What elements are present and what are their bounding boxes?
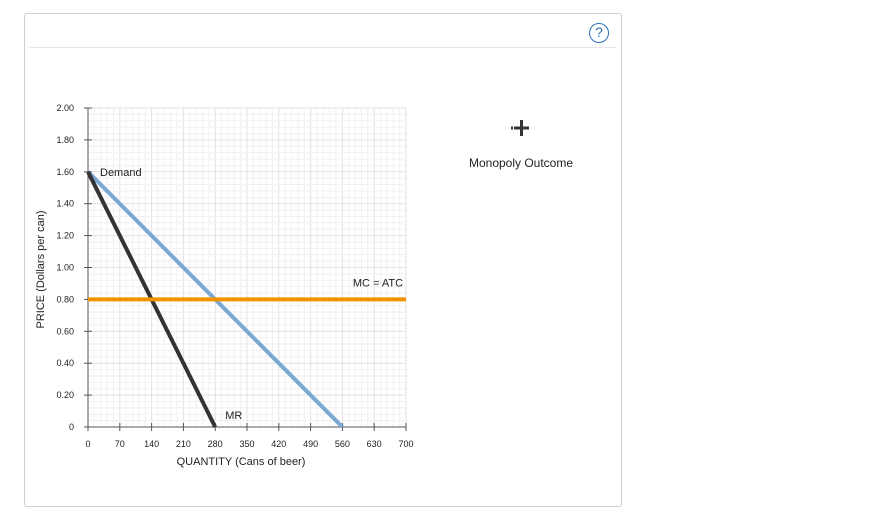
panel-divider — [29, 47, 617, 48]
x-tick-label: 560 — [335, 439, 350, 449]
x-tick-label: 700 — [398, 439, 413, 449]
y-tick-label: 1.00 — [56, 263, 74, 273]
question-mark-icon: ? — [595, 24, 603, 40]
x-tick-label: 70 — [115, 439, 125, 449]
x-tick-label: 630 — [367, 439, 382, 449]
y-tick-label: 1.20 — [56, 231, 74, 241]
mc-atc-label: MC = ATC — [353, 277, 403, 289]
demand-label: Demand — [100, 167, 142, 179]
y-tick-label: 0.20 — [56, 390, 74, 400]
y-tick-label: 0.80 — [56, 294, 74, 304]
x-tick-label: 210 — [176, 439, 191, 449]
x-tick-label: 0 — [85, 439, 90, 449]
y-tick-label: 0 — [69, 422, 74, 432]
monopoly-outcome-label: Monopoly Outcome — [468, 156, 574, 170]
y-tick-label: 1.60 — [56, 167, 74, 177]
x-tick-label: 490 — [303, 439, 318, 449]
y-tick-label: 0.40 — [56, 358, 74, 368]
y-tick-label: 0.60 — [56, 326, 74, 336]
mr-label: MR — [225, 410, 242, 422]
x-axis-title: QUANTITY (Cans of beer) — [177, 456, 306, 468]
crosshair-plus-icon[interactable] — [510, 118, 530, 138]
x-tick-label: 140 — [144, 439, 159, 449]
y-tick-label: 1.80 — [56, 135, 74, 145]
x-tick-label: 420 — [271, 439, 286, 449]
help-button[interactable]: ? — [589, 23, 609, 43]
y-axis-title: PRICE (Dollars per can) — [35, 211, 47, 329]
x-tick-label: 350 — [239, 439, 254, 449]
y-tick-label: 2.00 — [56, 103, 74, 113]
y-tick-label: 1.40 — [56, 199, 74, 209]
x-tick-label: 280 — [208, 439, 223, 449]
